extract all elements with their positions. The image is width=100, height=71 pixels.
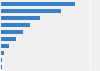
Bar bbox=[1, 16, 40, 20]
Bar bbox=[1, 65, 2, 69]
Bar bbox=[1, 9, 61, 13]
Bar bbox=[1, 37, 16, 41]
Bar bbox=[1, 2, 74, 6]
Bar bbox=[1, 58, 2, 62]
Bar bbox=[1, 23, 29, 27]
Bar bbox=[1, 51, 4, 55]
Bar bbox=[1, 44, 10, 48]
Bar bbox=[1, 30, 23, 34]
